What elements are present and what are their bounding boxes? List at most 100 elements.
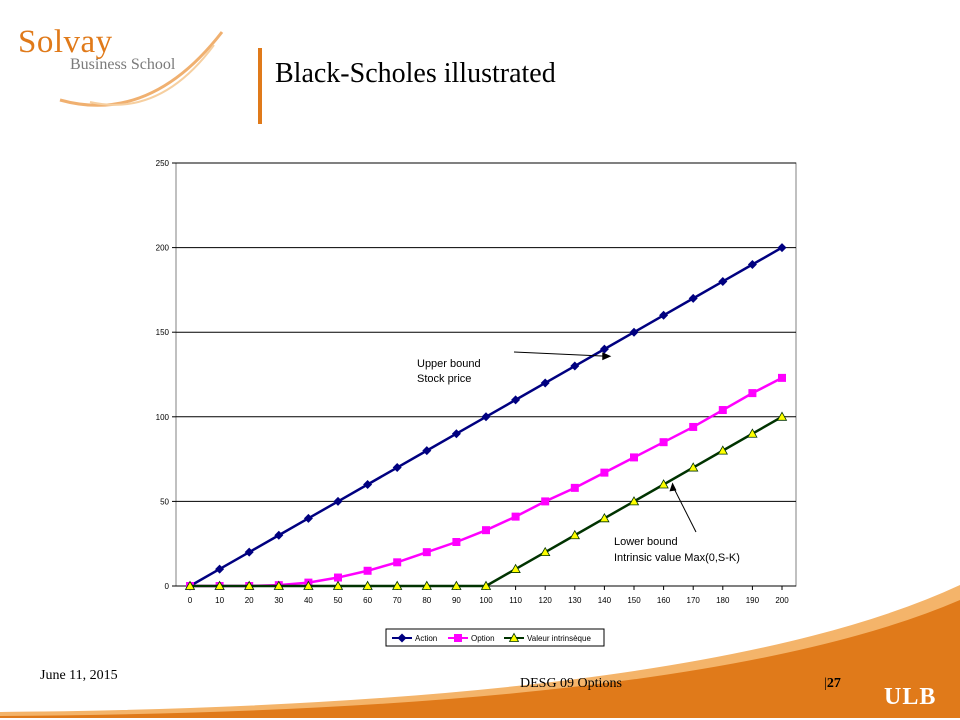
x-tick-label: 170 [687, 596, 701, 605]
logo-swoosh [59, 31, 224, 107]
x-tick-label: 160 [657, 596, 671, 605]
footer-date: June 11, 2015 [40, 668, 118, 683]
data-point [630, 453, 638, 462]
data-point [273, 580, 284, 590]
y-tick-label: 200 [156, 244, 170, 253]
x-tick-label: 50 [334, 596, 343, 605]
legend-label: Action [415, 634, 437, 643]
data-point [570, 483, 579, 492]
data-point [599, 344, 609, 354]
data-point [718, 406, 727, 415]
data-point [689, 422, 698, 431]
data-point [363, 566, 372, 575]
legend-marker [508, 632, 520, 642]
logo-swoosh-inner [89, 44, 215, 106]
footer-swoosh [0, 590, 960, 718]
page-number-value: 27 [826, 676, 841, 691]
annotation-text: Lower bound [614, 536, 678, 548]
x-tick-label: 120 [539, 596, 553, 605]
data-point [510, 563, 521, 573]
ulb-logo: ULB [884, 684, 937, 710]
x-tick-label: 90 [452, 596, 461, 605]
legend-label: Valeur intrinsèque [527, 634, 591, 643]
data-point [717, 445, 728, 455]
annotation-arrow [674, 489, 697, 533]
data-point [334, 573, 342, 582]
data-point [747, 428, 758, 438]
data-point [688, 462, 699, 472]
x-tick-label: 130 [568, 596, 582, 605]
data-point [363, 479, 373, 489]
plot-area [175, 162, 797, 587]
data-point [184, 580, 196, 590]
legend-marker [397, 633, 407, 643]
data-point [481, 412, 491, 422]
data-point [451, 429, 461, 439]
logo-subtitle: Business School [70, 56, 176, 73]
data-point [422, 446, 432, 456]
x-tick-label: 80 [422, 596, 431, 605]
data-point [511, 395, 521, 405]
data-point [362, 580, 373, 590]
data-point [333, 496, 343, 506]
legend-label: Option [471, 634, 495, 643]
data-point [748, 389, 757, 398]
logo: Solvay Business School [0, 0, 240, 120]
annotation-text: Stock price [417, 373, 471, 385]
logo-name: Solvay [18, 24, 113, 60]
x-tick-label: 100 [479, 596, 493, 605]
data-point [392, 463, 402, 473]
x-tick-label: 140 [598, 596, 612, 605]
data-point [599, 513, 610, 523]
data-point [540, 378, 550, 388]
data-point [393, 558, 402, 567]
data-point [777, 243, 787, 253]
data-point [274, 530, 284, 540]
data-point [511, 512, 520, 521]
x-tick-label: 10 [215, 596, 224, 605]
y-tick-label: 150 [156, 328, 170, 337]
data-point [451, 580, 462, 590]
data-point [659, 438, 668, 447]
y-tick-label: 50 [160, 497, 169, 506]
y-tick-label: 100 [156, 413, 170, 422]
data-point [244, 580, 255, 590]
annotation-text: Upper bound [417, 358, 481, 370]
data-point [215, 564, 225, 574]
data-point [392, 580, 403, 590]
data-point [688, 293, 698, 303]
data-point [778, 373, 786, 382]
x-tick-label: 200 [775, 596, 789, 605]
data-point [303, 580, 314, 590]
data-point [569, 529, 580, 540]
data-point [570, 361, 580, 371]
data-point [421, 580, 432, 590]
annotation-arrowhead [669, 482, 677, 492]
data-point [629, 327, 639, 337]
slide-title: Black-Scholes illustrated [275, 58, 556, 89]
x-tick-label: 60 [363, 596, 372, 605]
x-tick-label: 190 [746, 596, 760, 605]
data-point [452, 538, 461, 547]
x-tick-label: 110 [509, 596, 522, 605]
y-tick-label: 0 [165, 582, 170, 591]
x-tick-label: 40 [304, 596, 313, 605]
data-point [541, 497, 550, 506]
legend-marker [454, 634, 462, 642]
x-tick-label: 180 [716, 596, 730, 605]
annotation-arrowhead [602, 352, 612, 361]
y-tick-label: 250 [156, 159, 170, 168]
x-tick-label: 30 [274, 596, 283, 605]
x-tick-label: 20 [245, 596, 254, 605]
title-accent-bar [258, 48, 262, 124]
annotation-text: Intrinsic value Max(0,S-K) [614, 552, 740, 564]
data-point [480, 580, 492, 590]
data-point [482, 526, 490, 535]
data-point [718, 276, 728, 286]
x-tick-label: 70 [393, 596, 402, 605]
x-tick-label: 0 [188, 596, 193, 605]
data-point [422, 548, 431, 557]
data-point [776, 411, 788, 421]
